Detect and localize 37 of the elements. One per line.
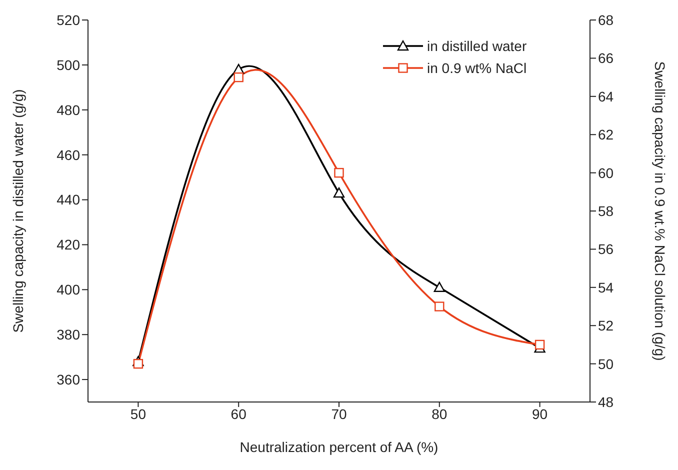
x-tick-label: 50 <box>130 406 146 422</box>
y2-axis-title: Swelling capacity in 0.9 wt.% NaCl solution (g/g) <box>652 61 668 361</box>
y-tick-label: 380 <box>56 326 80 343</box>
y-tick-label: 420 <box>56 236 80 253</box>
y2-tick-label: 52 <box>598 318 614 334</box>
y2-tick-label: 58 <box>598 202 614 219</box>
y-tick-label: 400 <box>56 282 80 298</box>
y2-tick-label: 48 <box>598 394 614 410</box>
point <box>333 187 345 198</box>
y2-tick-label: 56 <box>598 241 614 258</box>
x-tick-label: 90 <box>532 406 548 422</box>
y-tick-label: 460 <box>56 146 80 163</box>
y2-tick-label: 68 <box>598 12 614 28</box>
y-tick-label: 520 <box>56 12 80 28</box>
point <box>434 282 445 292</box>
y-tick-label: 480 <box>56 102 80 118</box>
point <box>133 358 144 369</box>
x-tick-label: 80 <box>432 406 448 422</box>
y2-tick-label: 66 <box>598 50 614 66</box>
y2-tick-label: 62 <box>598 126 614 143</box>
y2-tick-label: 50 <box>598 356 614 372</box>
legend-label: in 0.9 wt% NaCl <box>427 60 527 76</box>
point <box>534 340 545 350</box>
y-tick-label: 440 <box>56 192 80 208</box>
y-tick-label: 360 <box>56 372 80 388</box>
y2-tick-label: 64 <box>598 88 614 104</box>
legend-label: in distilled water <box>427 38 527 54</box>
y-axis-title: Swelling capacity in distilled water (g/g) <box>10 89 26 333</box>
x-axis-title: Neutralization percent of AA (%) <box>240 438 438 455</box>
x-tick-label: 70 <box>331 406 347 422</box>
x-tick-label: 60 <box>230 406 247 422</box>
y2-tick-label: 54 <box>598 279 614 296</box>
y-tick-label: 500 <box>56 56 80 73</box>
point <box>434 302 444 312</box>
point <box>234 72 244 82</box>
y2-tick-label: 60 <box>598 164 614 181</box>
point <box>334 168 344 178</box>
